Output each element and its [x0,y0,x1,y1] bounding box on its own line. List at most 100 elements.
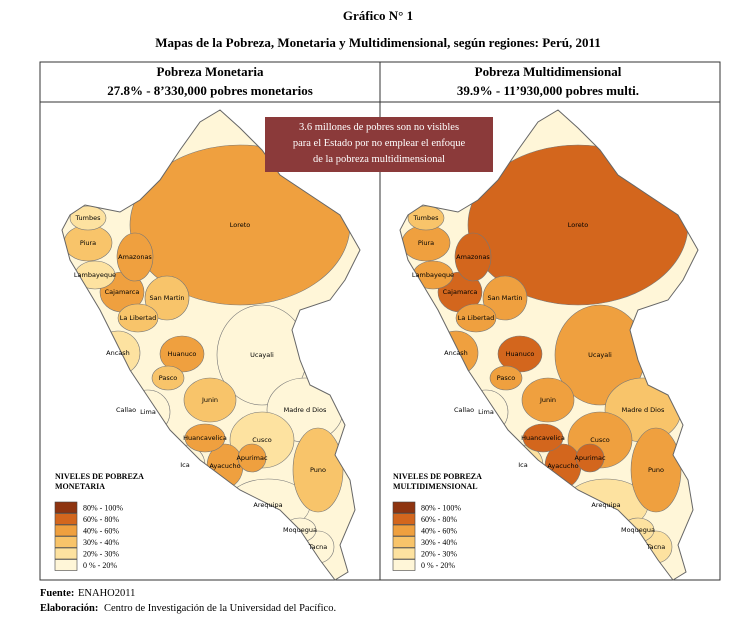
region-label: Arequipa [591,501,620,509]
region-label: Lima [140,408,156,416]
region-area [116,232,154,282]
legend-swatch [392,501,416,514]
legend-label: 0 % - 20% [421,561,455,570]
region-area [455,303,497,333]
region-label: Cusco [590,436,610,444]
legend-swatch [392,559,416,571]
country-outline [61,109,361,581]
region-label: San Martin [487,294,522,302]
region-label: Ucayali [588,351,612,359]
region-label: Ica [180,461,189,469]
region-label: Amazonas [118,253,152,261]
region-label: Huancavelica [183,434,227,442]
legend-title: NIVELES DE POBREZA [55,472,144,481]
legend-swatch [54,501,78,514]
title: Gráfico N° 1 [343,8,413,23]
region-label: Cajamarca [443,288,478,296]
legend-label: 20% - 30% [83,550,119,559]
panel-title: Pobreza Multidimensional [475,64,622,79]
region-label: Ayacucho [547,462,578,470]
legend-label: 0 % - 20% [83,561,117,570]
source-text: ENAHO2011 [78,588,135,599]
region-label: Junin [201,396,218,404]
region-label: Huancavelica [521,434,565,442]
region-label: Ancash [444,349,468,357]
legend-swatch [54,547,78,560]
region-label: Amazonas [456,253,490,261]
panel-summary: 27.8% - 8’330,000 pobres monetarios [107,83,313,98]
region-label: Puno [648,466,664,474]
region-label: Arequipa [253,501,282,509]
region-label: Ica [518,461,527,469]
callout-line: de la pobreza multidimensional [313,154,445,165]
region-label: Madre d Dios [284,406,327,414]
region-area [522,423,564,453]
country-outline [399,109,699,581]
region-area [521,377,575,423]
region-label: Moquegua [621,526,655,534]
region-label: Piura [418,239,434,247]
legend-label: 30% - 40% [83,538,119,547]
region-area [144,275,190,321]
region-label: Callao [454,406,474,414]
region-label: Ayacucho [209,462,240,470]
legend-label: 60% - 80% [83,515,119,524]
panel-title: Pobreza Monetaria [157,64,264,79]
legend-label: 40% - 60% [421,527,457,536]
region-area [117,303,159,333]
region-area [482,275,528,321]
legend-label: 30% - 40% [421,538,457,547]
region-label: Huanuco [506,350,535,358]
region-label: Ancash [106,349,130,357]
legend-label: 60% - 80% [421,515,457,524]
region-label: Apurimac [236,454,267,462]
region-label: San Martin [149,294,184,302]
region-area [237,443,267,473]
region-area [575,443,605,473]
region-label: Lambayeque [74,271,116,279]
region-area [184,423,226,453]
region-area [183,377,237,423]
region-label: Lima [478,408,494,416]
region-label: Madre d Dios [622,406,665,414]
callout-line: 3.6 millones de pobres son no visibles [299,122,459,133]
region-area [292,427,344,513]
legend-title: MULTIDIMENSIONAL [393,482,478,491]
callout-line: para el Estado por no emplear el enfoque [293,138,466,149]
legend-swatch [54,559,78,571]
region-label: Tumbes [413,214,440,222]
region-label: Junin [539,396,556,404]
legend-title: NIVELES DE POBREZA [393,472,482,481]
region-label: Puno [310,466,326,474]
prepared-label: Elaboración: [40,603,98,614]
legend-swatch [392,536,416,548]
region-label: Tacna [308,543,328,551]
region-label: Pasco [159,374,178,382]
region-label: Pasco [497,374,516,382]
legend-title: MONETARIA [55,482,105,491]
legend-swatch [54,536,78,548]
source-label: Fuente: [40,588,74,599]
legend-label: 80% - 100% [83,504,123,513]
region-label: Loreto [230,221,251,229]
region-area [630,427,682,513]
region-label: La Libertad [120,314,157,322]
region-label: Moquegua [283,526,317,534]
region-label: Lambayeque [412,271,454,279]
region-label: Apurimac [574,454,605,462]
region-label: Cajamarca [105,288,140,296]
region-label: Ucayali [250,351,274,359]
legend-swatch [392,547,416,560]
map: Tumbes Piura Lambayeque Cajamarca Amazonas Lo… [61,109,361,581]
region-label: Huanuco [168,350,197,358]
subtitle: Mapas de la Pobreza, Monetaria y Multidi… [155,35,600,50]
legend-label: 80% - 100% [421,504,461,513]
legend-label: 40% - 60% [83,527,119,536]
callout-box [265,117,493,172]
prepared-text: Centro de Investigación de la Universida… [104,603,336,614]
region-label: La Libertad [458,314,495,322]
region-area [489,365,523,391]
region-area [151,365,185,391]
region-area [454,232,492,282]
